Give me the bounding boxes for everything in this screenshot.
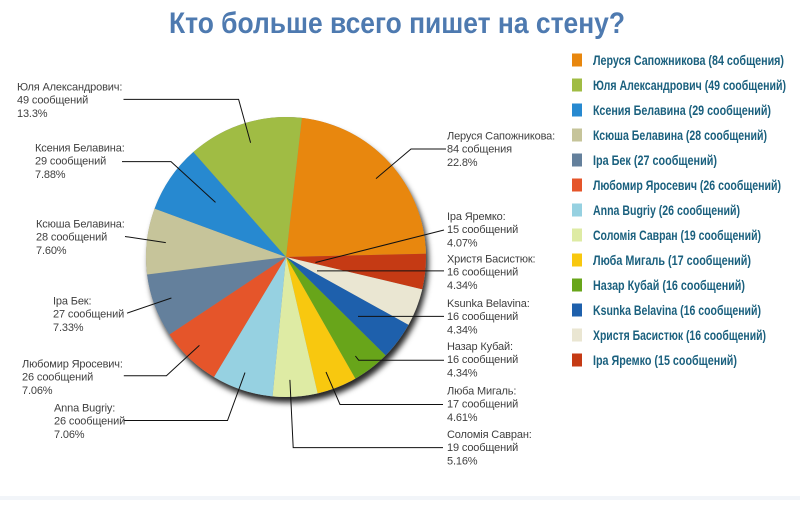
svg-text:16 сообщений: 16 сообщений [447, 354, 518, 366]
svg-text:Любомир Яросевич:: Любомир Яросевич: [22, 359, 123, 371]
svg-text:28 сообщений: 28 сообщений [36, 232, 107, 244]
svg-text:Леруся Сапожникова (84 собщени: Леруся Сапожникова (84 собщения) [593, 52, 784, 68]
svg-text:22.8%: 22.8% [447, 157, 478, 169]
svg-text:Іра Яремко (15 сообщений): Іра Яремко (15 сообщений) [593, 352, 737, 368]
svg-text:15 сообщений: 15 сообщений [447, 224, 518, 236]
svg-text:7.88%: 7.88% [35, 169, 66, 181]
svg-text:4.34%: 4.34% [447, 324, 478, 336]
svg-text:Ksunka Belavina:: Ksunka Belavina: [447, 298, 530, 310]
svg-text:Іра Бек (27 сообщений): Іра Бек (27 сообщений) [593, 152, 717, 168]
svg-text:Ксения Белавина (29 сообщений): Ксения Белавина (29 сообщений) [593, 102, 771, 118]
svg-text:7.06%: 7.06% [22, 385, 53, 397]
svg-text:4.61%: 4.61% [447, 412, 478, 424]
svg-text:Любомир Яросевич (26 сообщений: Любомир Яросевич (26 сообщений) [593, 177, 781, 193]
svg-text:5.16%: 5.16% [447, 455, 478, 467]
svg-text:Anna Bugriy (26 сообщений): Anna Bugriy (26 сообщений) [593, 202, 740, 218]
svg-text:84 собщения: 84 собщения [447, 144, 512, 156]
svg-text:7.60%: 7.60% [36, 245, 67, 257]
svg-text:Юля Александрович:: Юля Александрович: [17, 82, 122, 94]
svg-text:Ксения Белавина:: Ксения Белавина: [35, 143, 125, 155]
svg-text:16 сообщений: 16 сообщений [447, 311, 518, 323]
svg-text:4.34%: 4.34% [447, 280, 478, 292]
svg-text:16 сообщений: 16 сообщений [447, 267, 518, 279]
svg-text:Іра Бек:: Іра Бек: [53, 296, 91, 308]
svg-text:Назар Кубай (16 сообщений): Назар Кубай (16 сообщений) [593, 277, 745, 293]
svg-text:Ксюша Белавина:: Ксюша Белавина: [36, 219, 125, 231]
svg-text:Іра Яремко:: Іра Яремко: [447, 211, 506, 223]
svg-text:17 сообщений: 17 сообщений [447, 399, 518, 411]
svg-text:13.3%: 13.3% [17, 108, 48, 120]
svg-text:Ksunka Belavina (16 сообщений): Ksunka Belavina (16 сообщений) [593, 302, 761, 318]
svg-text:Соломія Савран:: Соломія Савран: [447, 429, 532, 441]
svg-text:49 сообщений: 49 сообщений [17, 95, 88, 107]
svg-text:Соломія Савран (19 сообщений): Соломія Савран (19 сообщений) [593, 227, 761, 243]
svg-text:Кто больше всего пишет на стен: Кто больше всего пишет на стену? [169, 7, 625, 40]
svg-text:26 сообщений: 26 сообщений [54, 416, 125, 428]
svg-text:Люба Мигаль:: Люба Мигаль: [447, 386, 516, 398]
svg-text:27 сообщений: 27 сообщений [53, 309, 124, 321]
svg-text:19 сообщений: 19 сообщений [447, 442, 518, 454]
svg-text:26 сообщений: 26 сообщений [22, 372, 93, 384]
svg-text:Юля Александрович (49 сообщени: Юля Александрович (49 сообщений) [593, 77, 786, 93]
svg-text:7.06%: 7.06% [54, 429, 85, 441]
svg-text:7.33%: 7.33% [53, 322, 84, 334]
svg-text:Люба Мигаль (17 сообщений): Люба Мигаль (17 сообщений) [593, 252, 751, 268]
svg-text:Христя Басистюк (16 сообщений): Христя Басистюк (16 сообщений) [593, 327, 766, 343]
svg-text:4.07%: 4.07% [447, 237, 478, 249]
svg-text:Ксюша Белавина (28 сообщений): Ксюша Белавина (28 сообщений) [593, 127, 767, 143]
svg-text:29 сообщений: 29 сообщений [35, 156, 106, 168]
svg-text:Назар Кубай:: Назар Кубай: [447, 341, 513, 353]
svg-text:4.34%: 4.34% [447, 367, 478, 379]
svg-text:Леруся Сапожникова:: Леруся Сапожникова: [447, 131, 555, 143]
svg-text:Христя Басистюк:: Христя Басистюк: [447, 254, 535, 266]
svg-text:Anna Bugriy:: Anna Bugriy: [54, 403, 115, 415]
